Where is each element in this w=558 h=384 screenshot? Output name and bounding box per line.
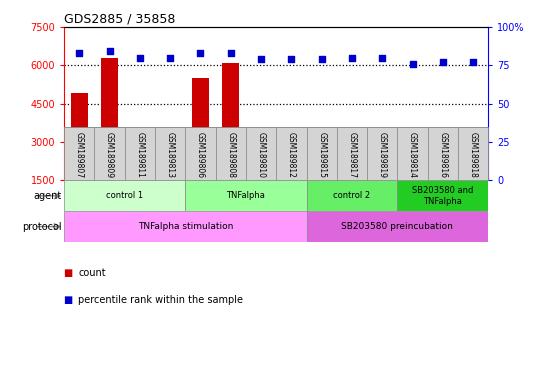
Text: GSM189810: GSM189810: [257, 132, 266, 178]
Text: agent: agent: [33, 191, 61, 201]
Text: GSM189818: GSM189818: [469, 132, 478, 178]
Bar: [185, 127, 215, 180]
Bar: [458, 127, 488, 180]
Point: [105, 48, 114, 55]
Bar: [125, 127, 155, 180]
Bar: [306, 127, 337, 180]
Text: GSM189814: GSM189814: [408, 132, 417, 178]
Point: [378, 55, 387, 61]
Text: ■: ■: [64, 295, 76, 305]
Bar: [132, 160, 148, 219]
Bar: [374, 132, 391, 219]
Bar: [427, 127, 458, 180]
Point: [257, 56, 266, 62]
Point: [469, 59, 478, 65]
Bar: [397, 127, 427, 180]
Bar: [435, 157, 451, 219]
Text: TNFalpha: TNFalpha: [227, 191, 266, 200]
Point: [166, 55, 175, 61]
Text: GSM189817: GSM189817: [348, 132, 357, 178]
Bar: [64, 127, 94, 180]
Bar: [367, 127, 397, 180]
Bar: [337, 127, 367, 180]
Point: [227, 50, 235, 56]
Bar: [404, 162, 421, 219]
Bar: [276, 127, 306, 180]
Bar: [313, 162, 330, 219]
Bar: [215, 127, 246, 180]
Point: [408, 61, 417, 67]
Bar: [397, 180, 488, 211]
Bar: [246, 127, 276, 180]
Bar: [306, 211, 488, 242]
Bar: [94, 127, 125, 180]
Text: GSM189806: GSM189806: [196, 132, 205, 178]
Bar: [64, 180, 185, 211]
Bar: [306, 180, 397, 211]
Bar: [283, 142, 300, 219]
Point: [317, 56, 326, 62]
Bar: [155, 127, 185, 180]
Bar: [185, 180, 306, 211]
Bar: [162, 139, 179, 219]
Point: [348, 55, 357, 61]
Point: [439, 59, 448, 65]
Text: GSM189819: GSM189819: [378, 132, 387, 178]
Bar: [465, 147, 482, 219]
Text: GSM189811: GSM189811: [136, 132, 145, 178]
Point: [196, 50, 205, 56]
Point: [136, 55, 145, 61]
Text: GSM189815: GSM189815: [317, 132, 326, 178]
Text: GDS2885 / 35858: GDS2885 / 35858: [64, 13, 176, 26]
Bar: [101, 58, 118, 219]
Text: control 1: control 1: [106, 191, 143, 200]
Text: count: count: [78, 268, 106, 278]
Text: GSM189807: GSM189807: [75, 132, 84, 178]
Bar: [253, 157, 270, 219]
Point: [287, 56, 296, 62]
Bar: [192, 78, 209, 219]
Text: SB203580 preincubation: SB203580 preincubation: [341, 222, 453, 231]
Bar: [223, 63, 239, 219]
Bar: [71, 93, 88, 219]
Text: GSM189809: GSM189809: [105, 132, 114, 178]
Text: GSM189813: GSM189813: [166, 132, 175, 178]
Text: percentile rank within the sample: percentile rank within the sample: [78, 295, 243, 305]
Text: control 2: control 2: [333, 191, 371, 200]
Point: [75, 50, 84, 56]
Text: protocol: protocol: [22, 222, 61, 232]
Text: GSM189816: GSM189816: [439, 132, 448, 178]
Text: TNFalpha stimulation: TNFalpha stimulation: [138, 222, 233, 231]
Bar: [344, 139, 360, 219]
Text: GSM189808: GSM189808: [227, 132, 235, 178]
Text: ■: ■: [64, 268, 76, 278]
Text: GSM189812: GSM189812: [287, 132, 296, 178]
Text: SB203580 and
TNFalpha: SB203580 and TNFalpha: [412, 186, 474, 205]
Bar: [64, 211, 306, 242]
